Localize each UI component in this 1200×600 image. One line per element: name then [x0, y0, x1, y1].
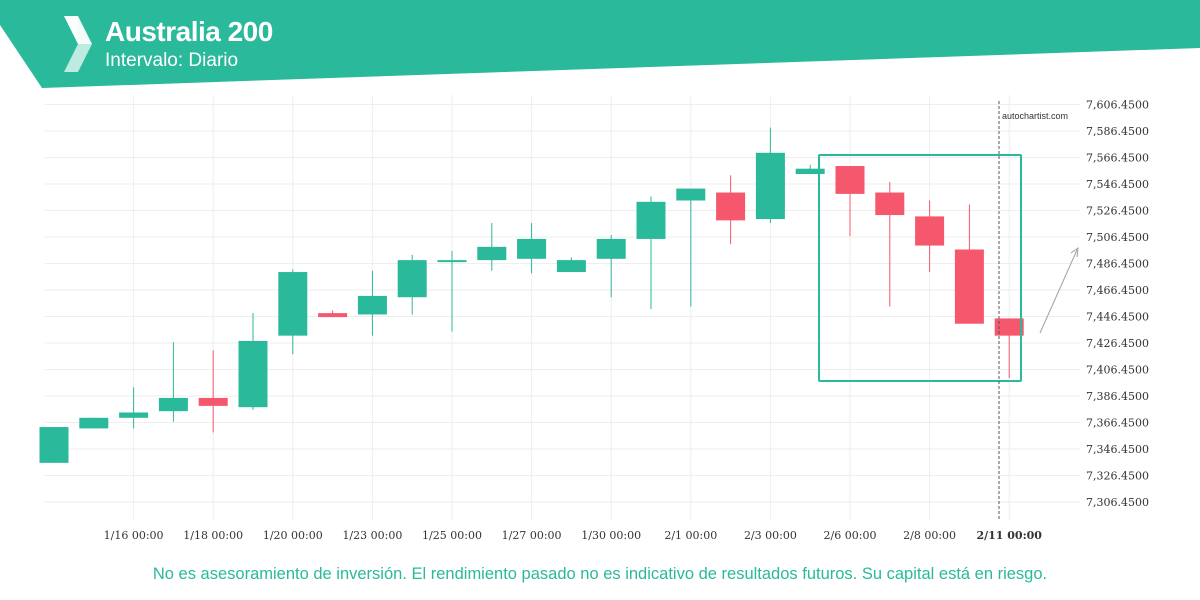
- x-tick-label: 2/6 00:00: [824, 529, 877, 542]
- candle-body: [238, 340, 268, 408]
- candle-body: [755, 152, 785, 220]
- candle-body: [954, 249, 984, 324]
- candle: [596, 234, 626, 298]
- candle: [994, 318, 1024, 379]
- candle-body: [119, 412, 149, 418]
- x-tick-label: 1/18 00:00: [183, 529, 243, 542]
- y-tick-label: 7,606.4500: [1086, 99, 1149, 112]
- forecast-arrow: [1039, 249, 1078, 334]
- candle: [875, 181, 905, 307]
- interval-subtitle: Intervalo: Diario: [105, 50, 239, 71]
- candlestick-chart: 7,606.4500 7,586.4500 7,566.4500 7,546.4500…: [39, 95, 1149, 542]
- x-tick-label: 1/23 00:00: [342, 529, 402, 542]
- candle-body: [39, 427, 69, 463]
- y-tick-label: 7,386.4500: [1086, 390, 1149, 403]
- candle: [357, 270, 387, 336]
- x-tick-label: 1/27 00:00: [502, 529, 562, 542]
- y-tick-label: 7,326.4500: [1086, 470, 1149, 483]
- x-tick-label: 2/1 00:00: [664, 529, 717, 542]
- y-tick-label: 7,426.4500: [1086, 337, 1149, 350]
- y-tick-label: 7,566.4500: [1086, 152, 1149, 165]
- candle-body: [198, 397, 228, 406]
- candle-body: [676, 188, 706, 201]
- candle-body: [596, 238, 626, 259]
- candle: [915, 200, 945, 273]
- candle: [676, 188, 706, 307]
- y-tick-label: 7,506.4500: [1086, 231, 1149, 244]
- candle: [79, 417, 109, 429]
- candle-body: [318, 313, 348, 318]
- x-tick-label: 1/30 00:00: [581, 529, 641, 542]
- y-tick-label: 7,406.4500: [1086, 364, 1149, 377]
- candle-body: [278, 272, 308, 336]
- candle: [755, 127, 785, 224]
- x-tick-label: 2/3 00:00: [744, 529, 797, 542]
- candle-body: [716, 192, 746, 221]
- x-axis: 1/16 00:00 1/18 00:00 1/20 00:00 1/23 00:00…: [104, 529, 1043, 542]
- candle: [119, 387, 149, 429]
- x-tick-label: 1/25 00:00: [422, 529, 482, 542]
- candle-body: [915, 216, 945, 246]
- candle: [238, 313, 268, 410]
- forecast-arrow-head: [1070, 246, 1079, 258]
- candle-body: [875, 192, 905, 216]
- pattern-box: [818, 154, 1022, 382]
- candle-body: [994, 318, 1024, 336]
- candle: [835, 166, 865, 237]
- candle-body: [158, 397, 188, 412]
- candle-body: [636, 201, 666, 239]
- candle: [517, 223, 547, 274]
- candle-body: [477, 246, 507, 261]
- candle: [437, 250, 467, 332]
- candle: [954, 204, 984, 324]
- y-tick-label: 7,306.4500: [1086, 496, 1149, 509]
- y-tick-label: 7,546.4500: [1086, 178, 1149, 191]
- x-tick-label: 1/16 00:00: [104, 529, 164, 542]
- y-tick-label: 7,486.4500: [1086, 258, 1149, 271]
- disclaimer: No es asesoramiento de inversión. El ren…: [152, 565, 1048, 583]
- candle: [397, 254, 427, 315]
- candle: [477, 223, 507, 271]
- y-tick-label: 7,366.4500: [1086, 417, 1149, 430]
- candle: [158, 342, 188, 422]
- candle-body: [795, 168, 825, 174]
- candle-body: [437, 260, 467, 263]
- candle: [636, 196, 666, 310]
- candle: [795, 164, 825, 174]
- y-tick-label: 7,586.4500: [1086, 125, 1149, 138]
- y-tick-label: 7,466.4500: [1086, 284, 1149, 297]
- x-tick-label: 2/11 00:00: [976, 529, 1042, 542]
- candle: [39, 427, 69, 463]
- autochartist-logo-icon: [64, 16, 92, 72]
- candle-body: [556, 260, 586, 273]
- candle-body: [517, 238, 547, 259]
- candle-body: [357, 295, 387, 315]
- candle-series: [39, 127, 1024, 463]
- x-tick-label: 2/8 00:00: [903, 529, 956, 542]
- candle-body: [835, 166, 865, 194]
- candle: [556, 257, 586, 273]
- chart-title: Australia 200: [105, 16, 273, 47]
- y-tick-label: 7,446.4500: [1086, 311, 1149, 324]
- y-axis: 7,606.4500 7,586.4500 7,566.4500 7,546.4500…: [1086, 99, 1149, 510]
- y-tick-label: 7,526.4500: [1086, 205, 1149, 218]
- header-banner: [0, 0, 1200, 88]
- candle-body: [79, 417, 109, 429]
- candle-body: [397, 260, 427, 298]
- chart-grid: [45, 95, 1080, 520]
- candle: [278, 269, 308, 355]
- watermark: autochartist.com: [1002, 111, 1068, 121]
- x-tick-label: 1/20 00:00: [263, 529, 323, 542]
- candle: [198, 350, 228, 433]
- candle: [716, 175, 746, 245]
- y-tick-label: 7,346.4500: [1086, 443, 1149, 456]
- candle: [318, 310, 348, 318]
